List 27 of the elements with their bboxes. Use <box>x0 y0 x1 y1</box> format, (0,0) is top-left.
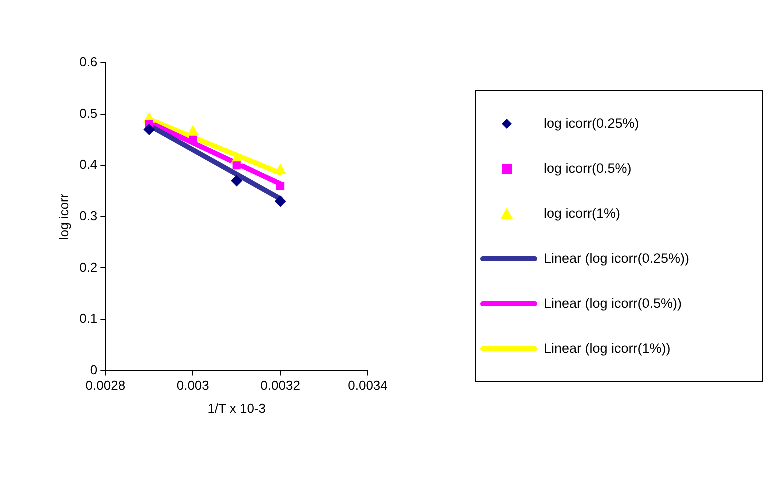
x-axis-title: 1/T x 10-3 <box>208 400 266 416</box>
point <box>232 162 241 170</box>
y-tick-label: 0 <box>90 362 98 378</box>
y-tick-label: 0.5 <box>80 106 98 121</box>
x-tick-label: 0.003 <box>176 378 210 394</box>
point <box>189 136 198 144</box>
y-tick-label: 0.6 <box>80 54 98 70</box>
legend-label: Linear (log icorr(0.25%)) <box>544 251 690 266</box>
point <box>187 126 199 136</box>
y-tick-label: 0.1 <box>80 311 98 326</box>
point <box>275 196 286 208</box>
legend-label: log icorr(0.5%) <box>544 161 632 176</box>
legend-label: log icorr(0.25%) <box>544 116 640 131</box>
legend-label: log icorr(1%) <box>544 206 621 221</box>
x-tick-label: 0.0028 <box>86 378 126 394</box>
y-tick-label: 0.2 <box>80 260 98 275</box>
x-tick-label: 0.0032 <box>260 378 300 394</box>
x-tick-label: 0.0034 <box>348 378 388 394</box>
y-axis-title: log icorr <box>56 193 72 240</box>
point <box>144 124 155 136</box>
point <box>231 175 242 186</box>
point <box>274 164 286 174</box>
y-tick-label: 0.4 <box>80 157 98 172</box>
y-tick-label: 0.3 <box>80 208 98 224</box>
point <box>276 182 285 190</box>
legend-label: Linear (log icorr(0.5%)) <box>544 296 682 311</box>
legend-label: Linear (log icorr(1%)) <box>544 341 671 356</box>
